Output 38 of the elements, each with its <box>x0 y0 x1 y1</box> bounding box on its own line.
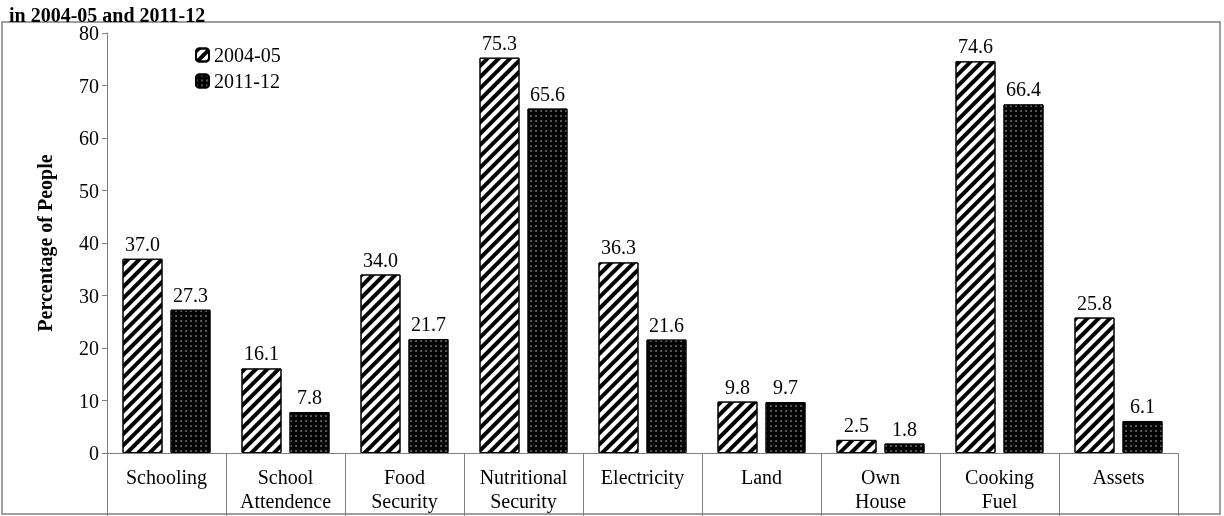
x-tick-label: School Attendence <box>239 466 332 512</box>
data-label: 34.0 <box>363 248 398 271</box>
data-label: 65.6 <box>530 82 565 105</box>
data-label: 16.1 <box>244 342 279 365</box>
legend-label: 2004-05 <box>214 44 281 66</box>
x-tick-label: Assets <box>1092 466 1145 488</box>
x-tick-label: Own House <box>854 466 907 512</box>
data-label: 7.8 <box>297 386 322 409</box>
x-tick-label: Schooling <box>125 466 208 489</box>
data-label: 21.7 <box>411 313 446 336</box>
data-label: 6.1 <box>1130 394 1155 417</box>
data-label: 74.6 <box>958 35 993 58</box>
x-tick-label: Cooking Fuel <box>965 466 1034 512</box>
y-tick-label: 10 <box>79 389 99 412</box>
data-label: 25.8 <box>1077 291 1112 314</box>
data-label: 27.3 <box>173 283 208 306</box>
x-tick-label: Land <box>740 466 783 488</box>
data-label: 9.8 <box>725 375 750 398</box>
data-label: 2.5 <box>844 413 869 436</box>
y-tick-label: 20 <box>79 337 99 359</box>
data-label: 75.3 <box>482 31 517 54</box>
legend-label: 2011-12 <box>214 70 280 92</box>
x-tick-label: Food Security <box>371 466 438 513</box>
y-axis-title: Percentage of People <box>34 154 57 332</box>
x-tick-label: Electricity <box>600 466 685 489</box>
data-label: 66.4 <box>1006 78 1041 101</box>
y-tick-label: 70 <box>79 74 99 97</box>
data-label: 36.3 <box>601 236 636 259</box>
y-tick-label: 40 <box>79 232 99 254</box>
data-label: 9.7 <box>773 376 798 399</box>
y-tick-label: 30 <box>79 284 99 307</box>
data-label: 37.0 <box>125 232 160 255</box>
data-label: 21.6 <box>649 313 684 336</box>
y-tick-label: 0 <box>89 442 99 464</box>
y-tick-label: 50 <box>79 179 99 202</box>
y-tick-label: 60 <box>79 127 99 149</box>
data-label: 1.8 <box>892 417 917 440</box>
x-tick-label: Nutritional Security <box>479 466 568 513</box>
